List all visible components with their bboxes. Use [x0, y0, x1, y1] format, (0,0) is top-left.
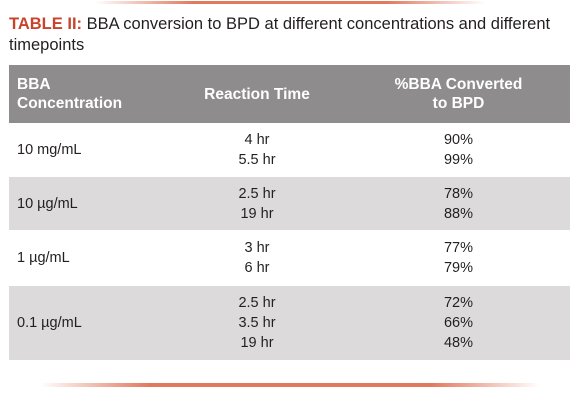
header-concentration-line1: BBA — [17, 76, 51, 93]
table-row: 10 µg/mL 2.5 hr 19 hr 78% 88% — [9, 176, 570, 231]
conversion-table: BBA Concentration Reaction Time %BBA Con… — [9, 65, 570, 361]
converted-value: 99% — [443, 151, 474, 168]
reaction-time-value: 5.5 hr — [238, 151, 276, 168]
reaction-time-cell: 4 hr 5.5 hr — [167, 123, 347, 177]
table-row: 0.1 µg/mL 2.5 hr 3.5 hr 19 hr 72% 66% 48… — [9, 285, 570, 361]
bottom-divider — [40, 383, 540, 387]
reaction-time-value: 6 hr — [244, 260, 270, 276]
reaction-time-value: 3.5 hr — [238, 315, 276, 331]
concentration-cell: 10 mg/mL — [9, 123, 167, 177]
concentration-cell: 10 µg/mL — [9, 176, 167, 231]
reaction-time-value: 3 hr — [244, 240, 270, 256]
top-divider — [95, 1, 485, 4]
caption-label: TABLE II: — [9, 15, 83, 33]
header-row: BBA Concentration Reaction Time %BBA Con… — [9, 65, 570, 123]
concentration-cell: 0.1 µg/mL — [9, 285, 167, 361]
converted-value: 72% — [443, 295, 474, 311]
reaction-time-cell: 3 hr 6 hr — [167, 230, 347, 286]
table-caption: TABLE II: BBA conversion to BPD at diffe… — [9, 14, 571, 56]
reaction-time-value: 4 hr — [244, 131, 270, 148]
concentration-cell: 1 µg/mL — [9, 230, 167, 286]
header-concentration-line2: Concentration — [17, 95, 123, 112]
reaction-time-value: 2.5 hr — [238, 295, 276, 311]
table-row: 10 mg/mL 4 hr 5.5 hr 90% 99% — [9, 123, 570, 177]
caption-text: BBA conversion to BPD at different conce… — [9, 15, 551, 54]
reaction-time-cell: 2.5 hr 19 hr — [167, 176, 347, 231]
reaction-time-value: 19 hr — [240, 335, 274, 351]
converted-value: 88% — [443, 205, 474, 222]
header-reaction-time: Reaction Time — [167, 65, 347, 123]
header-converted-line2: to BPD — [432, 95, 485, 112]
converted-value: 77% — [443, 240, 474, 256]
converted-value: 78% — [443, 185, 474, 202]
reaction-time-value: 2.5 hr — [238, 185, 276, 202]
converted-cell: 77% 79% — [347, 230, 570, 286]
converted-value: 48% — [443, 335, 474, 351]
converted-value: 79% — [443, 260, 474, 276]
header-concentration: BBA Concentration — [9, 65, 167, 123]
reaction-time-value: 19 hr — [240, 205, 274, 222]
header-converted: %BBA Converted to BPD — [347, 65, 570, 123]
converted-cell: 78% 88% — [347, 176, 570, 231]
converted-cell: 90% 99% — [347, 123, 570, 177]
table-row: 1 µg/mL 3 hr 6 hr 77% 79% — [9, 230, 570, 286]
converted-value: 66% — [443, 315, 474, 331]
converted-value: 90% — [443, 131, 474, 148]
header-converted-line1: %BBA Converted — [394, 76, 523, 93]
reaction-time-cell: 2.5 hr 3.5 hr 19 hr — [167, 285, 347, 361]
converted-cell: 72% 66% 48% — [347, 285, 570, 361]
